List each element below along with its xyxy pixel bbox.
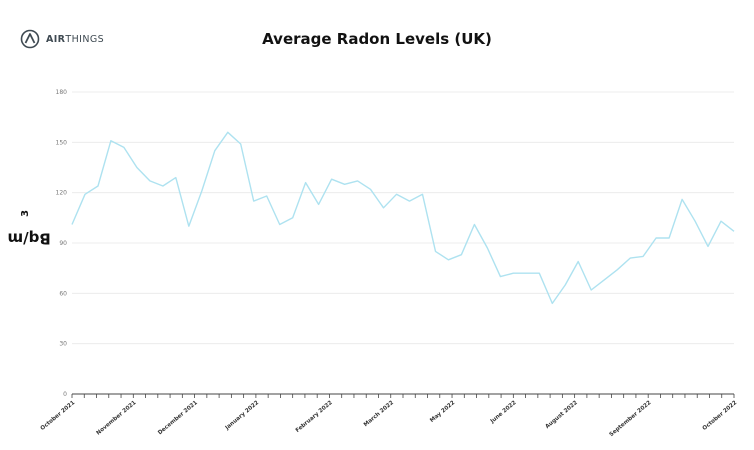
- y-tick-label: 150: [56, 139, 68, 146]
- chart-title: Average Radon Levels (UK): [262, 30, 492, 48]
- x-tick-label: October 2021: [40, 400, 77, 432]
- x-tick-label: September 2022: [609, 400, 653, 438]
- x-tick-label: December 2021: [157, 400, 199, 436]
- x-tick-label: March 2022: [363, 400, 395, 428]
- x-tick-label: June 2022: [489, 400, 518, 425]
- x-tick-label: January 2022: [224, 400, 261, 432]
- y-tick-label: 90: [59, 240, 67, 247]
- x-tick-label: November 2021: [96, 400, 138, 437]
- x-tick-label: May 2022: [429, 400, 456, 424]
- y-tick-label: 0: [63, 391, 67, 398]
- x-tick-label: October 2022: [702, 400, 739, 432]
- series-line: [71, 131, 735, 305]
- y-tick-label: 60: [59, 290, 67, 297]
- y-tick-label: 180: [56, 89, 68, 96]
- y-tick-label: 120: [56, 190, 68, 197]
- logo-text: AIRTHINGS: [46, 33, 105, 45]
- y-tick-label: 30: [59, 341, 67, 348]
- x-tick-label: February 2022: [295, 400, 334, 434]
- airthings-logo-icon: [20, 29, 40, 49]
- airthings-logo: AIRTHINGS: [20, 29, 104, 49]
- x-tick-label: August 2022: [545, 400, 579, 430]
